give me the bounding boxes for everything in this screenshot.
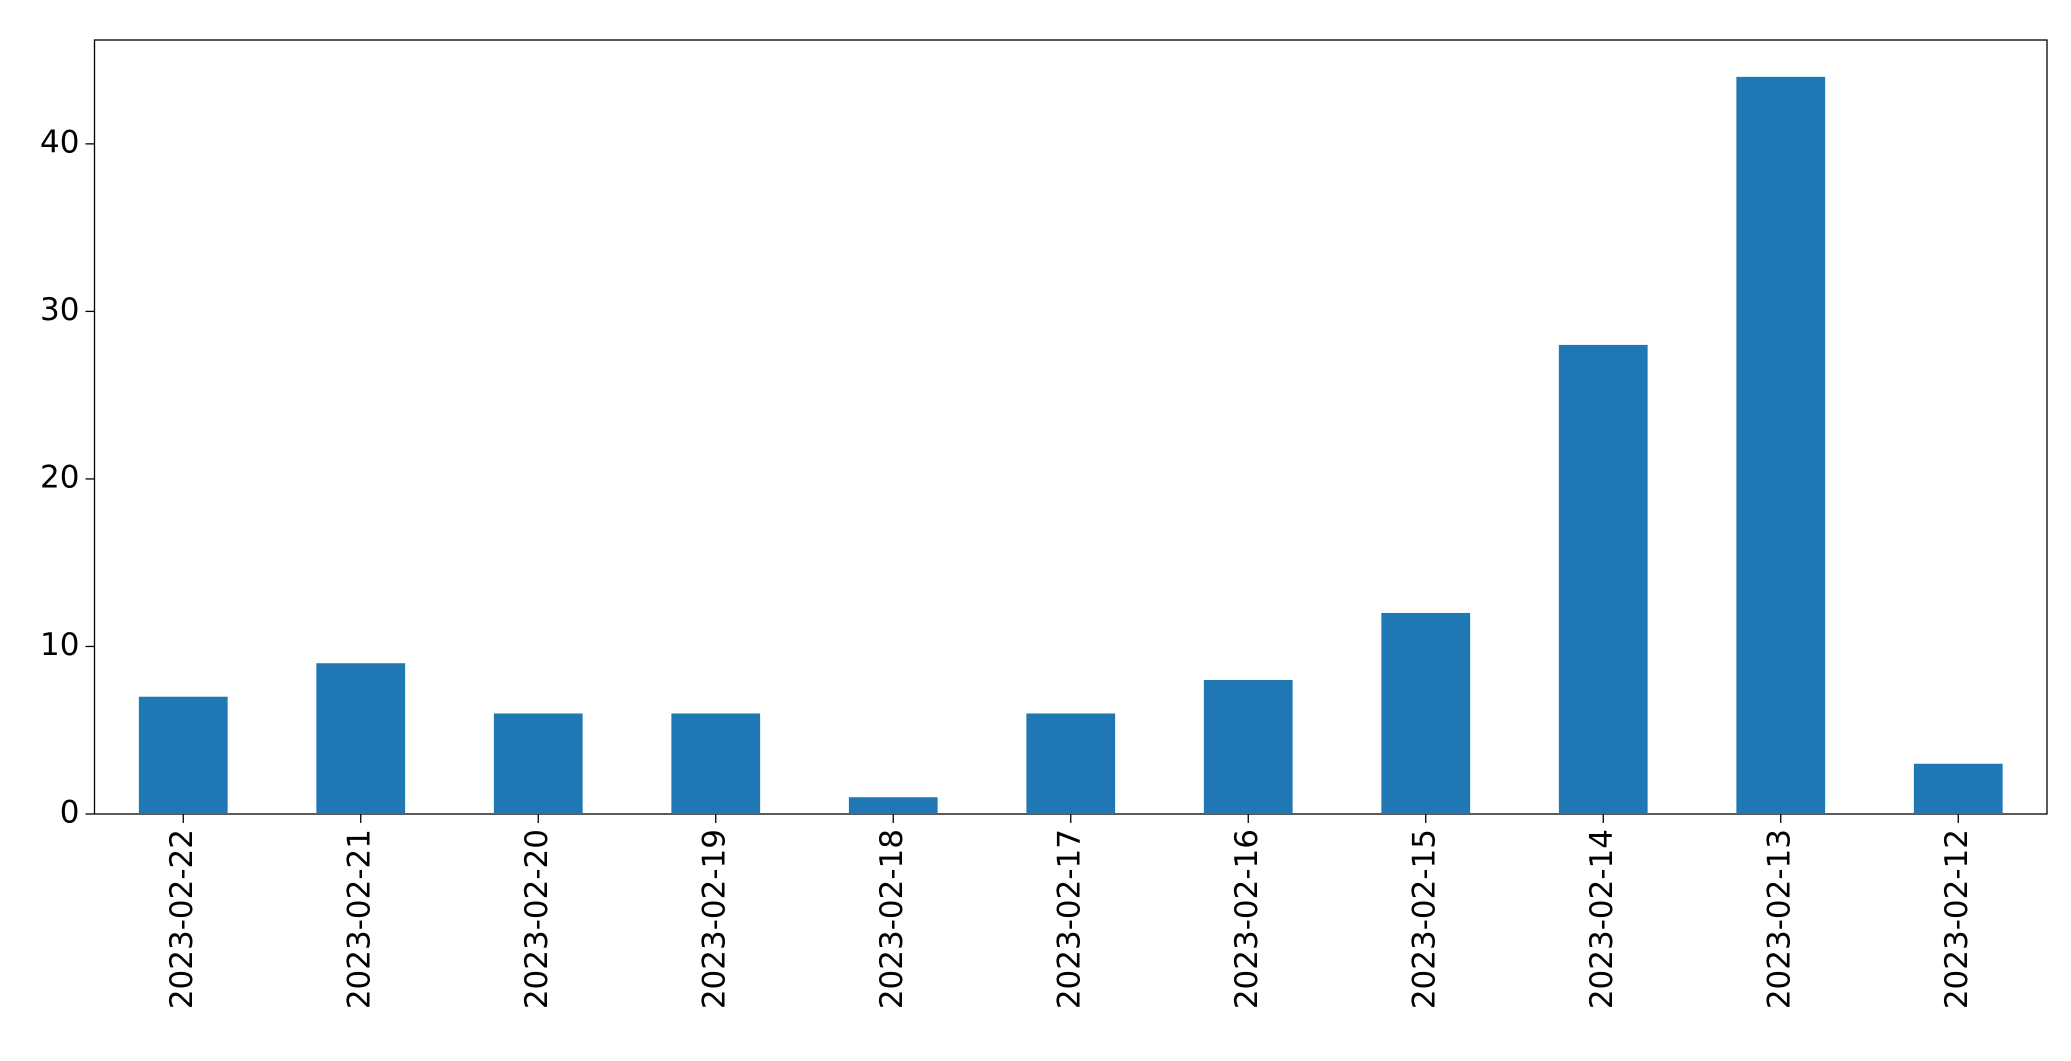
bar	[1026, 713, 1116, 814]
x-tick-label: 2023-02-15	[1406, 829, 1442, 1009]
x-tick-label: 2023-02-12	[1939, 829, 1975, 1009]
bar	[316, 663, 406, 814]
bar	[1381, 612, 1471, 814]
bar	[1736, 76, 1826, 815]
x-tick-label: 2023-02-18	[874, 829, 910, 1009]
y-tick-label: 10	[40, 627, 79, 663]
bar	[1558, 344, 1648, 814]
x-tick-label: 2023-02-22	[164, 829, 200, 1009]
bar	[1913, 763, 2003, 814]
x-tick-label: 2023-02-13	[1761, 829, 1797, 1009]
bar	[1203, 679, 1293, 814]
bar	[493, 713, 583, 814]
x-tick-label: 2023-02-20	[519, 829, 555, 1009]
x-tick-label: 2023-02-19	[696, 829, 732, 1009]
x-tick-label: 2023-02-16	[1229, 829, 1265, 1009]
y-tick-label: 40	[40, 124, 79, 160]
x-tick-label: 2023-02-14	[1584, 829, 1620, 1009]
bar	[848, 797, 938, 814]
y-tick-label: 30	[40, 292, 79, 328]
x-tick-label: 2023-02-17	[1051, 829, 1087, 1009]
y-tick-label: 0	[60, 795, 80, 831]
bar	[671, 713, 761, 814]
bar	[138, 696, 228, 814]
y-tick-label: 20	[40, 459, 79, 495]
x-tick-label: 2023-02-21	[341, 829, 377, 1009]
